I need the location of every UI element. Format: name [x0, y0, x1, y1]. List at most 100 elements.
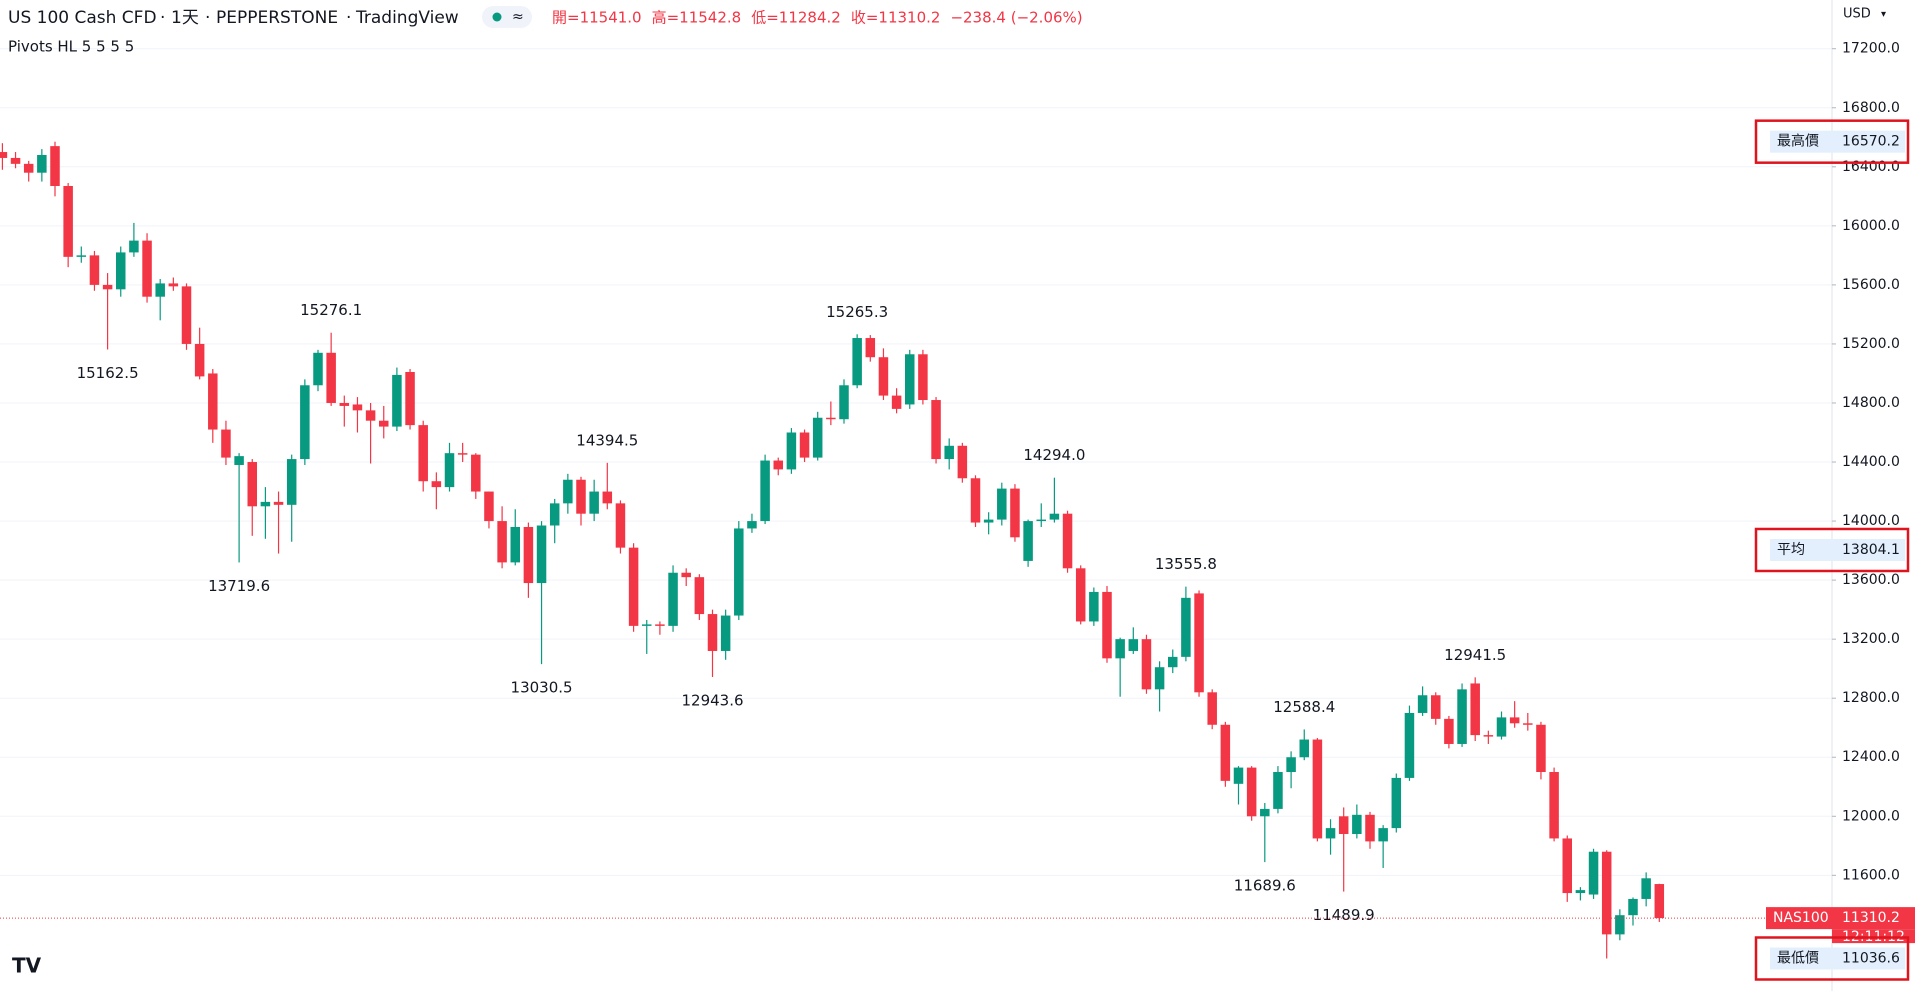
candles	[0, 141, 1665, 959]
candle-body	[1601, 851, 1612, 935]
price-tag-value: 11036.6	[1842, 951, 1900, 967]
currency-caret: ▾	[1881, 9, 1886, 20]
pivot-label: 15265.3	[826, 303, 888, 321]
candle-body	[1062, 513, 1073, 569]
candle-body	[1246, 767, 1257, 817]
candle-body	[852, 338, 862, 386]
candle-body	[247, 462, 257, 507]
y-tick-label: 15200.0	[1842, 336, 1900, 352]
pivot-label: 11689.6	[1234, 877, 1296, 895]
candle-body	[720, 615, 731, 651]
candle-body	[1509, 717, 1520, 724]
candle-body	[1273, 772, 1283, 809]
candle-body	[970, 478, 981, 523]
candle-body	[1352, 814, 1362, 835]
candle-body	[1523, 723, 1533, 725]
pivot-label: 12588.4	[1273, 698, 1335, 716]
sep: ·	[205, 8, 210, 28]
candle-body	[484, 491, 494, 522]
candle-body	[286, 459, 297, 505]
price-tag-bg	[1770, 538, 1905, 561]
candle-body	[707, 614, 718, 651]
pivot-label: 12941.5	[1444, 646, 1506, 664]
candle-body	[1299, 739, 1309, 758]
candle-body	[418, 425, 428, 482]
candle-body	[208, 373, 218, 430]
candle-body	[1181, 597, 1191, 657]
candle-body	[1168, 656, 1178, 668]
candle-body	[10, 157, 21, 164]
candle-body	[1615, 915, 1625, 935]
candle-body	[1102, 591, 1112, 659]
last-price-value: 11310.2	[1842, 910, 1900, 926]
ohlc-values: 開=11541.0 高=11542.8 低=11284.2 收=11310.2 −238…	[552, 9, 1083, 27]
pivot-label: 15276.1	[300, 301, 362, 319]
candle-body	[457, 453, 468, 455]
pivot-label: 11489.9	[1313, 906, 1375, 924]
candle-body	[168, 283, 179, 287]
candle-body	[1496, 717, 1507, 737]
currency[interactable]: USD	[1843, 7, 1871, 22]
candle-body	[628, 547, 639, 626]
candle-body	[471, 454, 481, 492]
status-dot	[492, 12, 502, 22]
candle-body	[734, 528, 744, 616]
candle-body	[50, 146, 60, 186]
candle-body	[89, 255, 100, 285]
symbol: US 100 Cash CFD	[8, 8, 157, 28]
candle-body	[1154, 667, 1165, 690]
y-tick-label: 16000.0	[1842, 218, 1900, 234]
candle-body	[1075, 568, 1086, 622]
y-tick-label: 14400.0	[1842, 454, 1900, 470]
candle-body	[1575, 890, 1586, 894]
pivot-label: 14394.5	[576, 431, 638, 449]
candle-body	[549, 503, 560, 526]
price-tag-value: 13804.1	[1842, 542, 1900, 558]
y-tick-label: 12400.0	[1842, 749, 1900, 765]
y-tick-label: 12800.0	[1842, 690, 1900, 706]
candle-body	[1417, 695, 1428, 713]
candle-body	[576, 479, 586, 514]
price-tag-name: 最低價	[1777, 950, 1819, 967]
broker: PEPPERSTONE	[216, 8, 338, 28]
candle-body	[1233, 767, 1244, 784]
candle-body	[444, 453, 455, 488]
candle-body	[273, 501, 284, 505]
candle-body	[983, 519, 994, 523]
price-tag-bg	[1770, 947, 1905, 970]
candle-body	[681, 572, 691, 578]
price-axis: 11600.0 12000.0 12400.0 12800.0 13200.0 13600…	[1832, 41, 1900, 883]
y-tick-label: 16800.0	[1842, 100, 1900, 116]
highlight-box	[1754, 936, 1910, 981]
y-tick-label: 16400.0	[1842, 159, 1900, 175]
candle-body	[891, 395, 902, 409]
platform: TradingView	[355, 8, 459, 28]
candle-body	[826, 417, 836, 420]
candle-body	[181, 286, 192, 344]
candle-body	[1470, 683, 1480, 736]
candle-body	[63, 185, 73, 257]
pivot-label: 14294.0	[1023, 446, 1085, 464]
candle-body	[839, 385, 849, 420]
candle-body	[155, 283, 165, 297]
candle-body	[878, 357, 889, 396]
candle-body	[431, 481, 442, 488]
indicator: Pivots HL 5 5 5 5	[8, 38, 134, 56]
candle-body	[405, 371, 415, 426]
candle-body	[773, 460, 783, 470]
last-price-tag	[1766, 907, 1915, 930]
candle-body	[1338, 816, 1349, 835]
candle-body	[944, 445, 954, 460]
candle-body	[905, 354, 915, 405]
candle-body	[918, 354, 928, 401]
pivot-label: 12943.6	[681, 692, 743, 710]
candle-body	[300, 385, 310, 460]
pivot-label: 15162.5	[77, 364, 139, 382]
candle-body	[523, 526, 534, 584]
candle-body	[1312, 739, 1323, 839]
candle-body	[1141, 639, 1152, 690]
candle-body	[865, 338, 876, 358]
status-pill[interactable]	[482, 6, 532, 28]
